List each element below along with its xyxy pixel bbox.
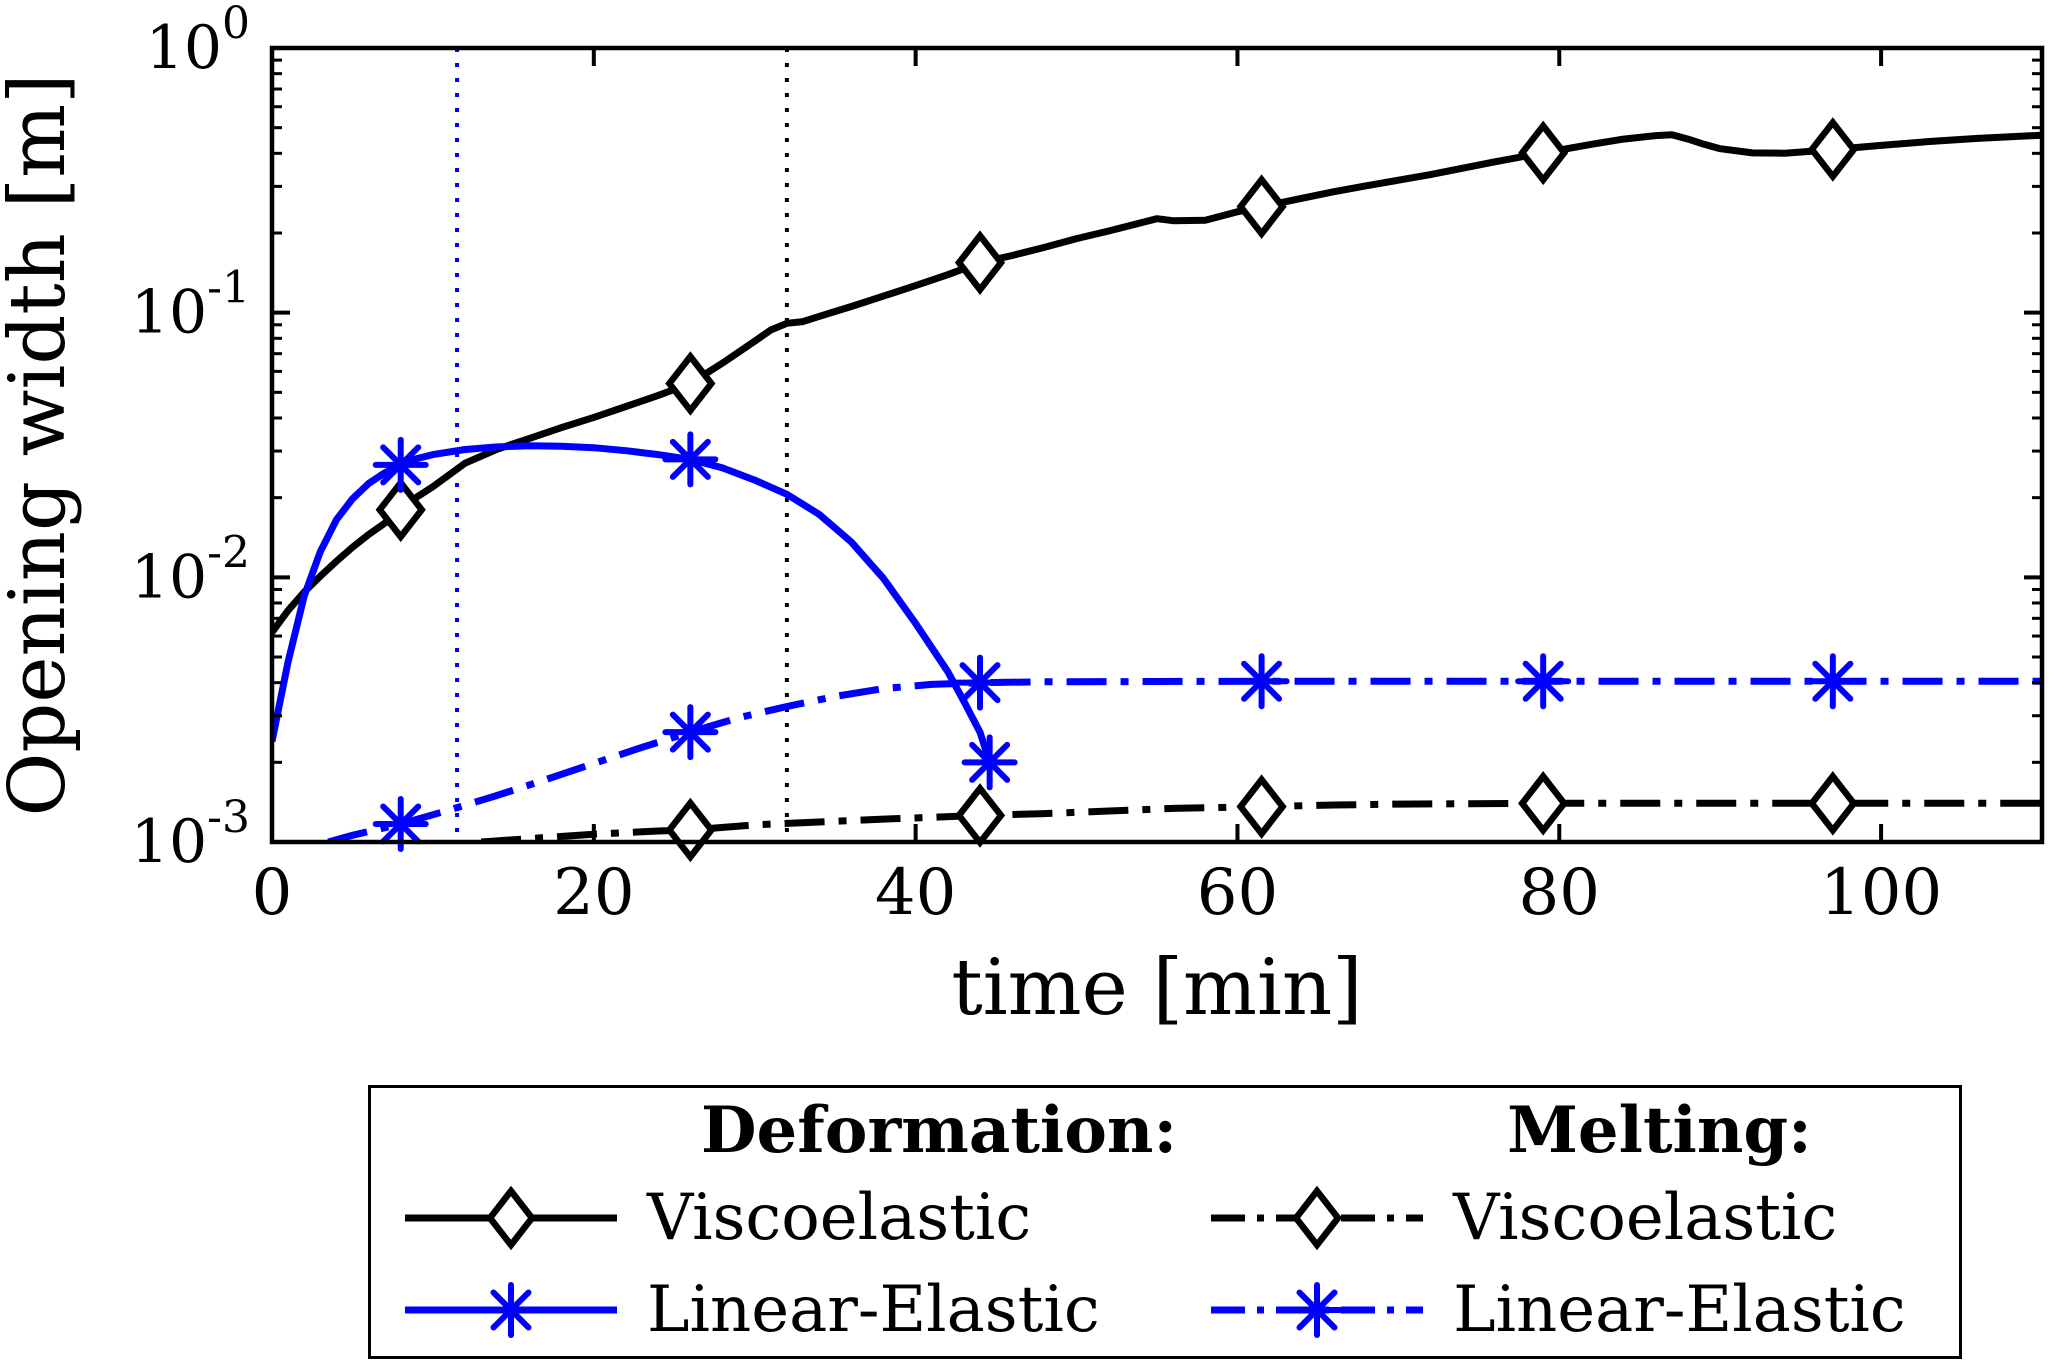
y-tick-label: 10-2: [131, 527, 250, 612]
asterisk-marker: [959, 662, 1001, 704]
legend-sample-solid-blue-asterisk: [405, 1282, 617, 1338]
asterisk-marker: [1241, 660, 1283, 702]
diamond-marker: [954, 783, 1006, 848]
diamond-marker: [1807, 771, 1858, 836]
x-tick-label: 40: [875, 856, 956, 930]
series-line-3: [327, 677, 2042, 842]
legend-sample-dashdot-blue-asterisk: [1211, 1282, 1424, 1338]
x-tick-label: 100: [1820, 856, 1942, 930]
chart-legend: Deformation: Melting: Viscoelastic Visco…: [368, 1085, 1962, 1359]
legend-entry-label: Linear-Elastic: [647, 1273, 1100, 1347]
asterisk-marker: [669, 711, 711, 753]
legend-sample-dashdot-black-diamond: [1211, 1185, 1424, 1251]
legend-entry-deformation-linear-elastic: Linear-Elastic: [371, 1270, 1177, 1350]
asterisk-marker: [380, 803, 422, 845]
x-tick-label: 60: [1197, 856, 1278, 930]
x-tick-label: 0: [252, 856, 293, 930]
diamond-marker: [954, 230, 1006, 295]
diamond-marker: [665, 797, 716, 863]
diamond-marker: [375, 477, 426, 543]
series-line-0: [272, 131, 2042, 635]
asterisk-marker: [669, 438, 711, 480]
diamond-marker: [1518, 120, 1569, 186]
series-line-2: [480, 799, 2042, 842]
series-line-1: [272, 442, 994, 764]
y-axis-label: Opening width [m]: [0, 73, 83, 816]
axis-box: [269, 45, 2045, 845]
diamond-marker: [1518, 771, 1569, 836]
diamond-marker: [665, 351, 716, 416]
x-tick-label: 20: [553, 856, 634, 930]
legend-sample-solid-black-diamond: [405, 1185, 617, 1251]
y-tick-label: 10-3: [131, 792, 250, 877]
legend-header-deformation: Deformation:: [701, 1092, 1178, 1168]
y-tick-label: 10-1: [131, 263, 250, 348]
asterisk-marker: [380, 444, 422, 486]
diamond-marker: [1236, 174, 1287, 239]
legend-entry-melting-viscoelastic: Viscoelastic: [1177, 1178, 1959, 1258]
x-axis-label: time [min]: [951, 943, 1362, 1033]
legend-entry-deformation-viscoelastic: Viscoelastic: [371, 1178, 1177, 1258]
asterisk-marker: [1812, 660, 1854, 702]
diamond-marker: [1236, 774, 1287, 839]
diamond-marker: [1807, 117, 1858, 182]
asterisk-marker: [1522, 660, 1564, 702]
legend-entry-melting-linear-elastic: Linear-Elastic: [1177, 1270, 1959, 1350]
legend-entry-label: Viscoelastic: [647, 1181, 1032, 1255]
legend-entry-label: Linear-Elastic: [1453, 1273, 1906, 1347]
legend-header-melting: Melting:: [1507, 1092, 1812, 1168]
y-tick-label: 100: [146, 0, 250, 83]
legend-entry-label: Viscoelastic: [1453, 1181, 1838, 1255]
x-tick-label: 80: [1519, 856, 1600, 930]
asterisk-marker: [969, 741, 1011, 783]
